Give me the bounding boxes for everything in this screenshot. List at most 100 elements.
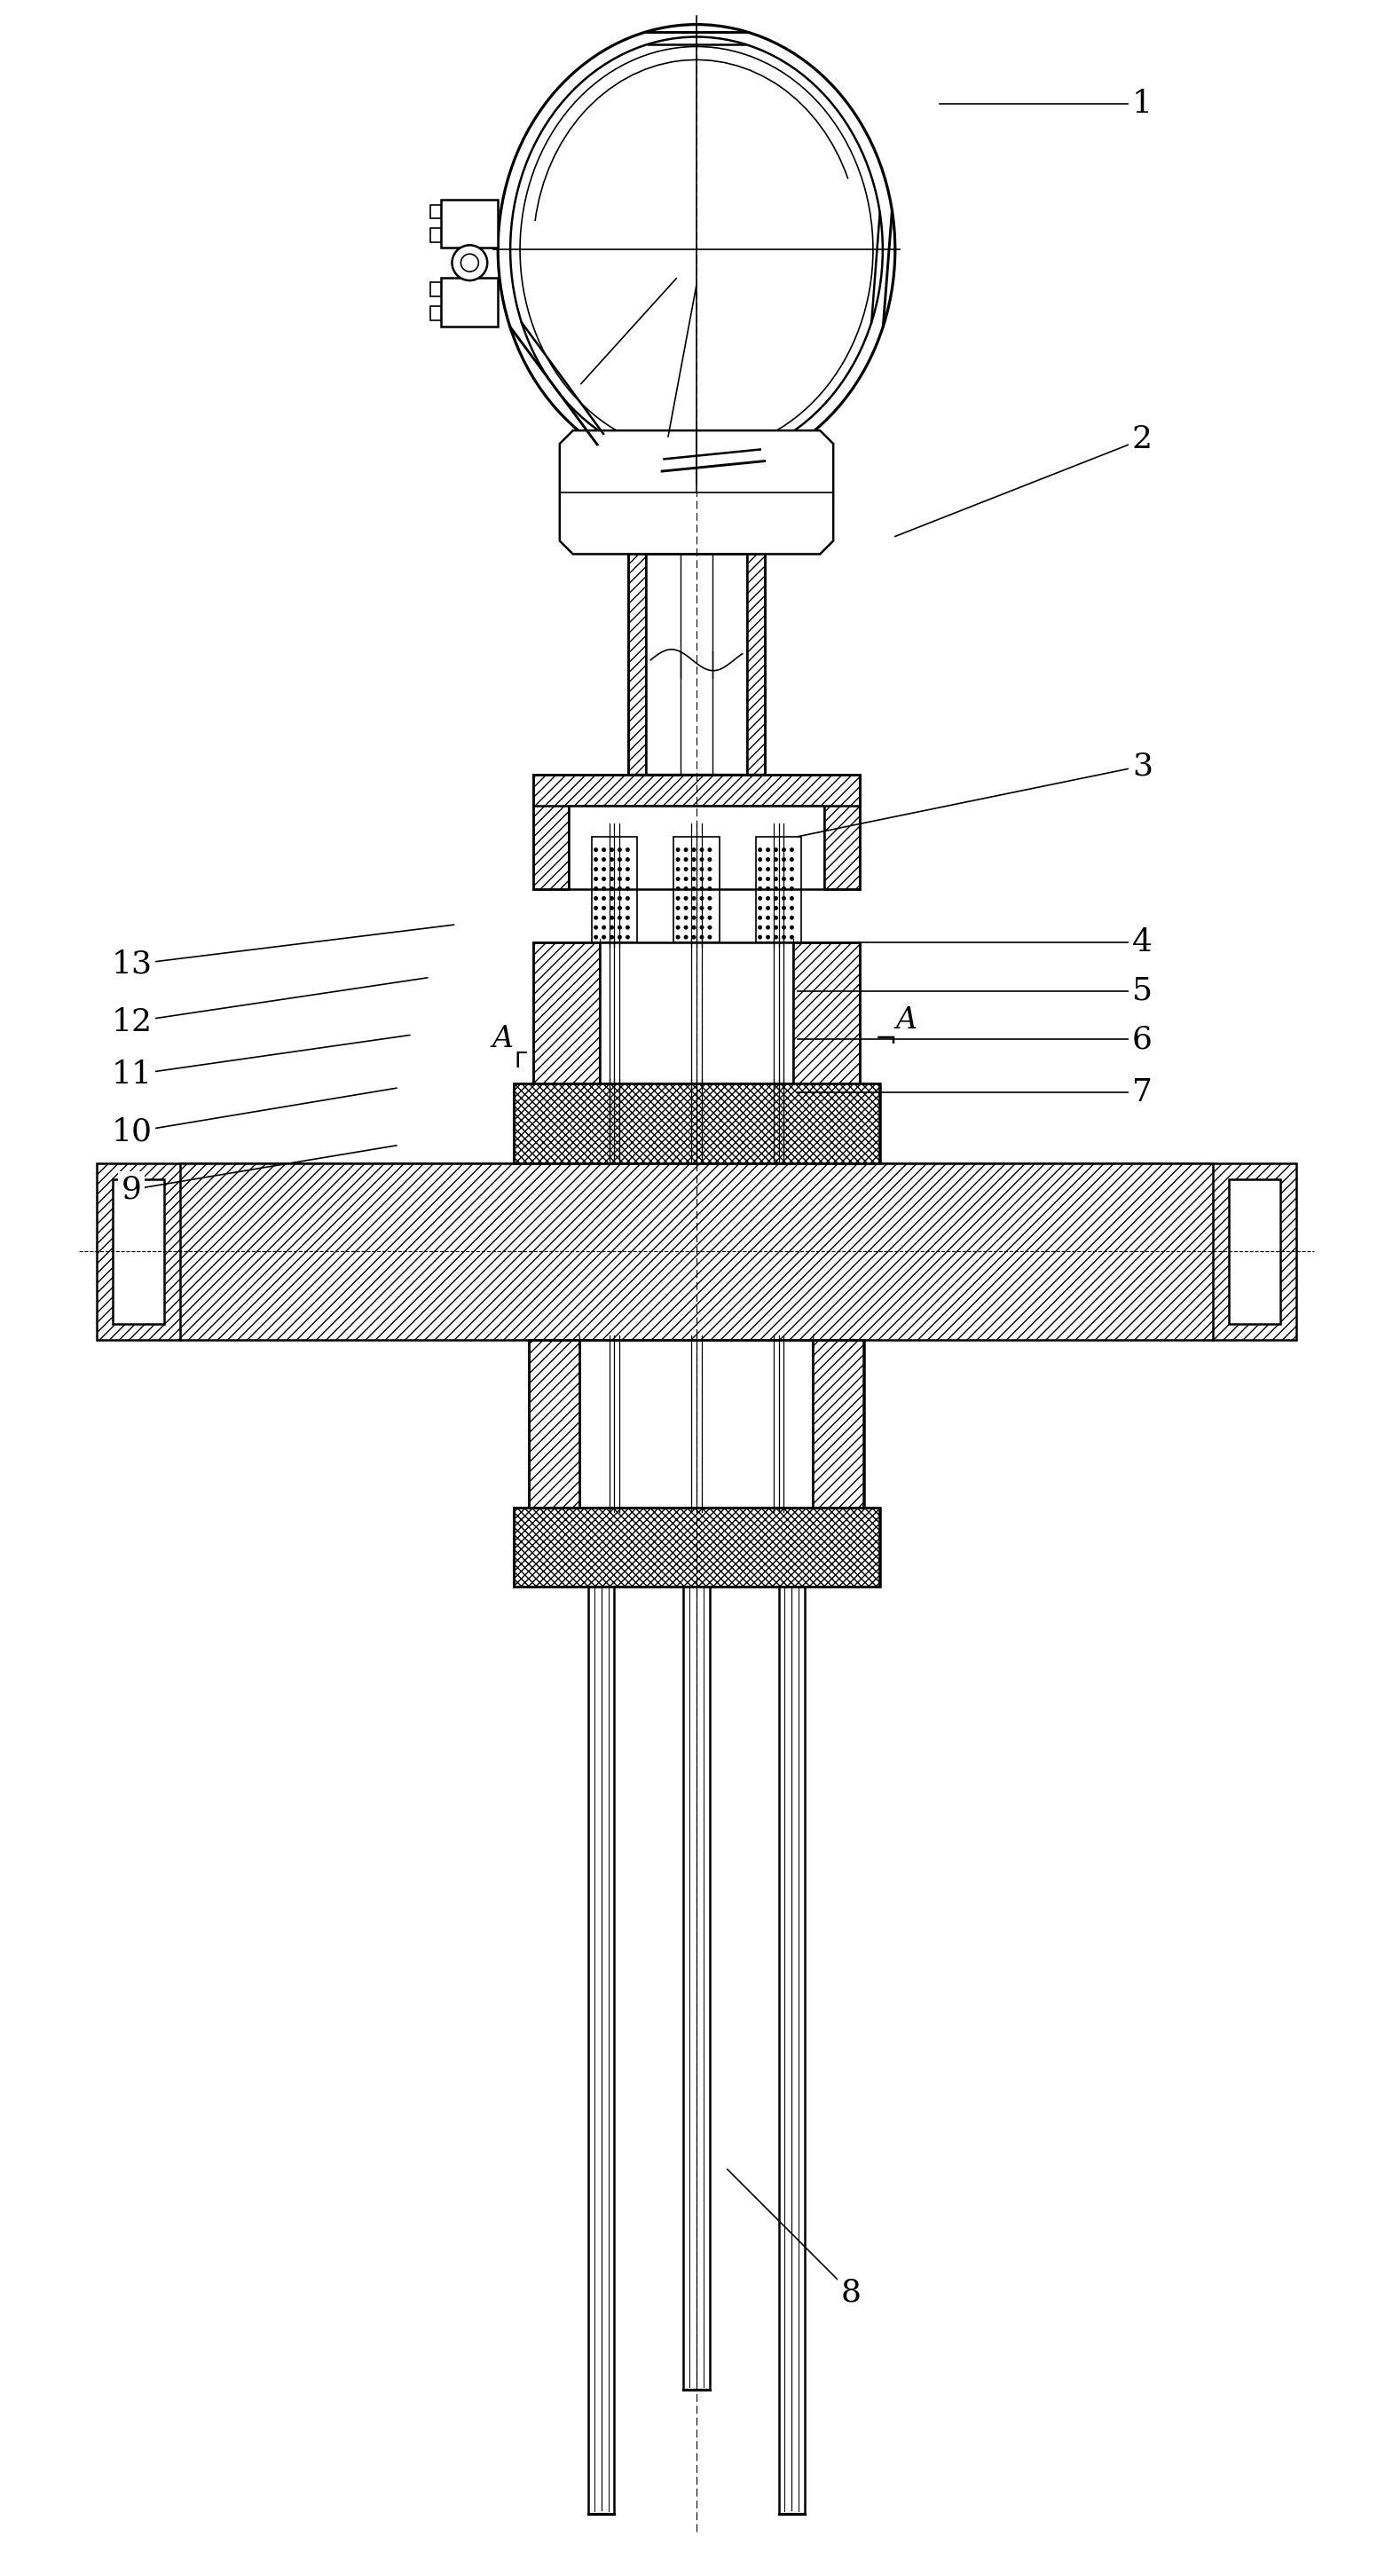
Circle shape	[708, 858, 712, 863]
Circle shape	[684, 914, 688, 920]
Bar	[440, 198, 497, 247]
Circle shape	[692, 935, 696, 940]
Circle shape	[708, 868, 712, 871]
Circle shape	[593, 886, 598, 891]
Bar	[514, 1084, 880, 1164]
Circle shape	[625, 868, 630, 871]
Circle shape	[758, 907, 762, 909]
Circle shape	[610, 848, 614, 853]
Circle shape	[625, 914, 630, 920]
Text: 12: 12	[111, 1007, 152, 1038]
Text: 7: 7	[1133, 1077, 1152, 1108]
Circle shape	[692, 925, 696, 930]
Circle shape	[617, 848, 621, 853]
Circle shape	[773, 876, 779, 881]
Circle shape	[676, 914, 680, 920]
Text: 13: 13	[111, 951, 152, 979]
Circle shape	[625, 925, 630, 930]
Circle shape	[676, 907, 680, 909]
Circle shape	[758, 886, 762, 891]
Circle shape	[617, 896, 621, 902]
Circle shape	[610, 896, 614, 902]
Text: 8: 8	[841, 2277, 861, 2308]
Circle shape	[773, 858, 779, 863]
Circle shape	[758, 868, 762, 871]
Circle shape	[593, 935, 598, 940]
Circle shape	[610, 935, 614, 940]
Circle shape	[790, 858, 794, 863]
Circle shape	[692, 868, 696, 871]
Text: 3: 3	[1133, 750, 1152, 781]
Bar	[747, 554, 765, 775]
Circle shape	[625, 907, 630, 909]
Circle shape	[708, 876, 712, 881]
Circle shape	[758, 896, 762, 902]
Circle shape	[699, 896, 703, 902]
Bar	[814, 1340, 864, 1507]
Circle shape	[699, 858, 703, 863]
Bar	[628, 554, 646, 775]
Circle shape	[766, 868, 770, 871]
Bar	[534, 943, 599, 1084]
Text: A: A	[492, 1025, 513, 1054]
Circle shape	[610, 925, 614, 930]
Circle shape	[758, 914, 762, 920]
Bar	[825, 775, 859, 889]
Circle shape	[625, 896, 630, 902]
Circle shape	[766, 858, 770, 863]
Circle shape	[781, 914, 786, 920]
Circle shape	[610, 868, 614, 871]
Circle shape	[593, 858, 598, 863]
Circle shape	[692, 914, 696, 920]
Circle shape	[625, 876, 630, 881]
Circle shape	[699, 886, 703, 891]
Circle shape	[593, 907, 598, 909]
Circle shape	[684, 858, 688, 863]
Circle shape	[699, 876, 703, 881]
Circle shape	[617, 876, 621, 881]
Circle shape	[602, 868, 606, 871]
Polygon shape	[568, 775, 825, 801]
Circle shape	[790, 925, 794, 930]
Circle shape	[790, 907, 794, 909]
Circle shape	[684, 925, 688, 930]
Circle shape	[699, 914, 703, 920]
Circle shape	[625, 848, 630, 853]
Bar	[755, 837, 801, 943]
Circle shape	[773, 896, 779, 902]
Circle shape	[602, 925, 606, 930]
Text: 10: 10	[111, 1118, 152, 1146]
Circle shape	[676, 858, 680, 863]
Circle shape	[781, 935, 786, 940]
Circle shape	[758, 848, 762, 853]
Circle shape	[781, 925, 786, 930]
Circle shape	[610, 914, 614, 920]
Bar	[534, 775, 568, 889]
Circle shape	[602, 935, 606, 940]
Circle shape	[625, 858, 630, 863]
Bar	[534, 775, 859, 806]
Circle shape	[790, 848, 794, 853]
Circle shape	[708, 848, 712, 853]
Circle shape	[692, 896, 696, 902]
Circle shape	[766, 925, 770, 930]
Text: 9: 9	[121, 1175, 142, 1206]
Circle shape	[781, 896, 786, 902]
Circle shape	[692, 907, 696, 909]
Circle shape	[790, 914, 794, 920]
Circle shape	[773, 925, 779, 930]
Circle shape	[625, 935, 630, 940]
Circle shape	[766, 896, 770, 902]
Circle shape	[781, 876, 786, 881]
Circle shape	[699, 907, 703, 909]
Circle shape	[684, 876, 688, 881]
Circle shape	[602, 848, 606, 853]
Bar	[430, 283, 440, 296]
Circle shape	[602, 886, 606, 891]
Circle shape	[684, 886, 688, 891]
Circle shape	[699, 868, 703, 871]
Circle shape	[766, 848, 770, 853]
Bar	[96, 1164, 1297, 1340]
Circle shape	[773, 935, 779, 940]
Circle shape	[602, 876, 606, 881]
